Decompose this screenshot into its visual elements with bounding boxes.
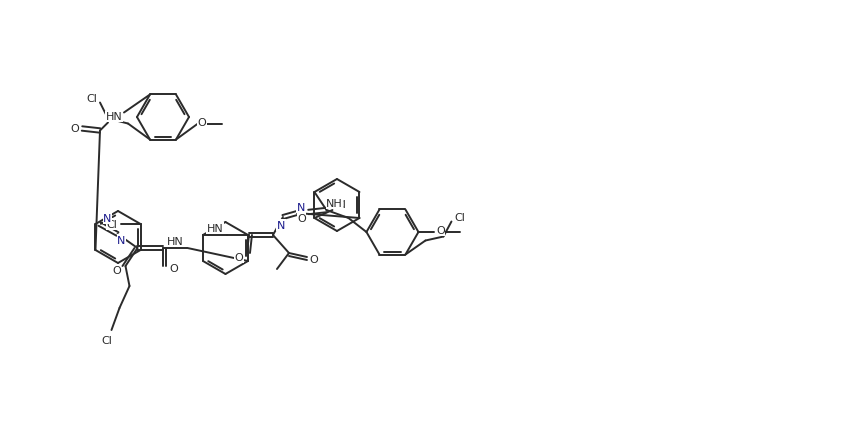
Text: O: O <box>235 252 243 262</box>
Text: Cl: Cl <box>335 200 346 209</box>
Text: Cl: Cl <box>106 219 117 230</box>
Text: HN: HN <box>207 224 224 233</box>
Text: O: O <box>310 255 318 264</box>
Text: O: O <box>169 264 178 273</box>
Text: HN: HN <box>167 237 184 246</box>
Text: N: N <box>103 214 111 224</box>
Text: NH: NH <box>326 199 343 209</box>
Text: O: O <box>112 265 121 275</box>
Text: O: O <box>436 225 445 236</box>
Text: O: O <box>297 214 306 224</box>
Text: Cl: Cl <box>87 93 97 103</box>
Text: O: O <box>197 117 207 127</box>
Text: N: N <box>297 203 306 212</box>
Text: N: N <box>277 221 285 230</box>
Text: HN: HN <box>106 112 122 122</box>
Text: O: O <box>71 124 79 134</box>
Text: Cl: Cl <box>101 335 112 345</box>
Text: N: N <box>117 236 126 246</box>
Text: Cl: Cl <box>454 212 465 222</box>
